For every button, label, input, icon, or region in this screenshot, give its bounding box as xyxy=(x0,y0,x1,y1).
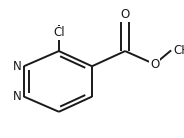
Text: CH₃: CH₃ xyxy=(173,44,184,57)
Text: O: O xyxy=(121,8,130,21)
Text: O: O xyxy=(150,58,159,71)
Text: N: N xyxy=(13,60,22,73)
Text: N: N xyxy=(13,90,22,103)
Text: Cl: Cl xyxy=(53,26,65,39)
